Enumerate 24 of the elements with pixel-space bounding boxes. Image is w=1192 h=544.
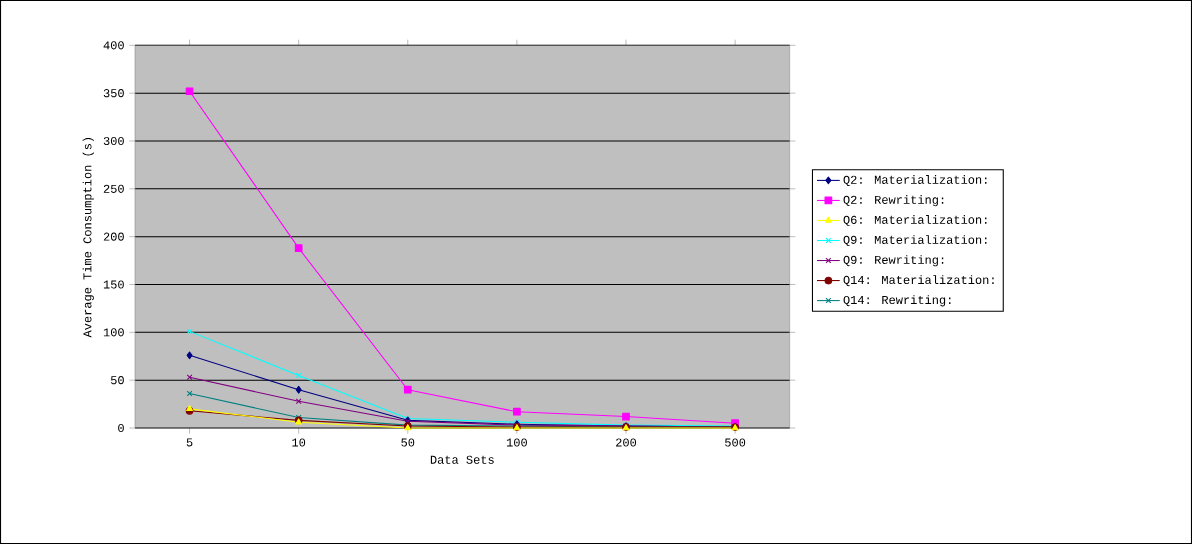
y-tick-label: 150 (103, 280, 124, 289)
y-tick-label: 300 (103, 136, 124, 146)
legend-label: Q2: Rewriting: (843, 195, 944, 207)
legend-label: Q9: Rewriting: (843, 255, 944, 267)
x-axis-title: Data Sets (430, 455, 494, 464)
y-tick-label: 250 (103, 184, 124, 193)
legend-label: Q9: Materialization: (843, 235, 987, 247)
y-axis-title: Average Time Consumption (s) (82, 137, 94, 338)
x-tick-label: 200 (616, 438, 637, 447)
y-tick-label: 100 (103, 328, 124, 337)
y-tick-label: 0 (118, 423, 124, 433)
y-tick-label: 200 (103, 232, 124, 241)
legend-label: Q6: Materialization: (843, 215, 987, 227)
x-tick-label: 5 (186, 438, 193, 447)
legend-label: Q14: Rewriting: (843, 295, 951, 307)
x-tick-label: 100 (506, 438, 527, 447)
y-tick-label: 400 (103, 41, 124, 50)
legend-label: Q2: Materialization: (843, 175, 987, 187)
x-tick-label: 500 (725, 438, 746, 447)
y-tick-label: 350 (103, 89, 124, 98)
y-tick-label: 50 (110, 376, 124, 385)
x-tick-label: 50 (401, 438, 415, 447)
legend-label: Q14: Materialization: (843, 275, 994, 287)
x-tick-label: 10 (292, 438, 306, 447)
